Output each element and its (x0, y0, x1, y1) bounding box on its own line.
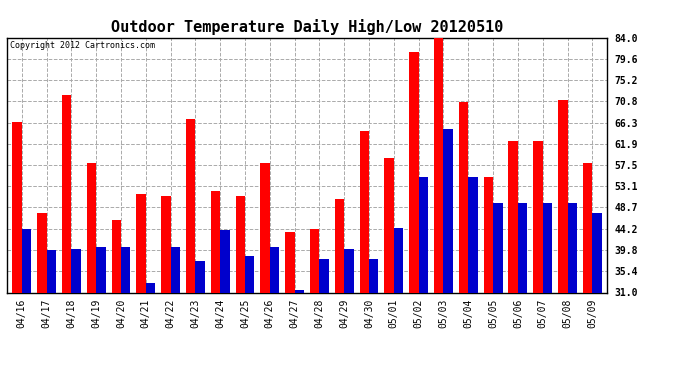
Bar (195, 261, 205, 292)
Bar (533, 141, 543, 292)
Title: Outdoor Temperature Daily High/Low 20120510: Outdoor Temperature Daily High/Low 20120… (111, 19, 503, 35)
Bar (558, 100, 567, 292)
Bar (484, 177, 493, 292)
Bar (285, 232, 295, 292)
Bar (37, 213, 47, 292)
Bar (146, 283, 155, 292)
Bar (62, 95, 71, 292)
Bar (137, 194, 146, 292)
Bar (235, 196, 245, 292)
Bar (310, 229, 319, 292)
Bar (409, 52, 419, 292)
Bar (419, 177, 428, 292)
Bar (245, 256, 255, 292)
Bar (335, 199, 344, 292)
Bar (220, 230, 230, 292)
Bar (518, 204, 527, 292)
Bar (170, 247, 180, 292)
Bar (319, 259, 329, 292)
Bar (369, 259, 379, 292)
Bar (344, 249, 354, 292)
Bar (47, 250, 56, 292)
Bar (87, 163, 96, 292)
Bar (186, 119, 195, 292)
Bar (161, 196, 170, 292)
Bar (22, 229, 31, 292)
Bar (592, 213, 602, 292)
Bar (434, 35, 444, 292)
Bar (469, 177, 477, 292)
Bar (509, 141, 518, 292)
Bar (493, 204, 502, 292)
Bar (71, 249, 81, 292)
Bar (96, 247, 106, 292)
Bar (384, 158, 394, 292)
Bar (567, 204, 577, 292)
Bar (459, 102, 469, 292)
Bar (270, 247, 279, 292)
Text: Copyright 2012 Cartronics.com: Copyright 2012 Cartronics.com (10, 41, 155, 50)
Bar (583, 163, 592, 292)
Bar (112, 220, 121, 292)
Bar (394, 228, 403, 292)
Bar (12, 122, 22, 292)
Bar (211, 192, 220, 292)
Bar (260, 163, 270, 292)
Bar (121, 247, 130, 292)
Bar (444, 129, 453, 292)
Bar (359, 131, 369, 292)
Bar (295, 290, 304, 292)
Bar (543, 204, 552, 292)
